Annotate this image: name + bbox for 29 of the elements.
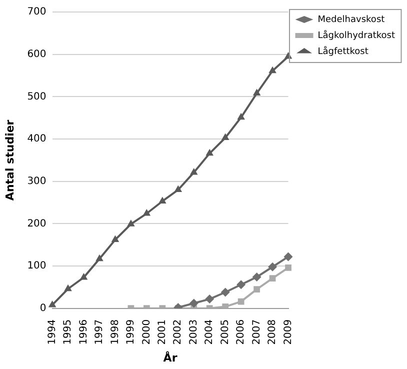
y-tick-label: 500 xyxy=(27,91,46,102)
y-tick-label: 200 xyxy=(27,218,46,230)
x-tick-label: 1999 xyxy=(126,319,137,345)
legend-label: Medelhavskost xyxy=(318,14,386,25)
x-tick-label: 2007 xyxy=(251,319,262,345)
x-tick-label: 2002 xyxy=(172,319,184,345)
x-tick-label: 2009 xyxy=(282,319,294,345)
y-tick-label: 700 xyxy=(27,6,46,18)
y-axis-title: Antal studier xyxy=(3,119,16,201)
x-tick-label: 2008 xyxy=(267,319,278,345)
y-tick-label: 100 xyxy=(27,260,46,272)
x-tick-label: 1997 xyxy=(94,319,106,345)
x-tick-label: 2004 xyxy=(204,319,216,345)
x-tick-label: 2001 xyxy=(157,319,168,345)
x-tick-label: 1998 xyxy=(110,319,121,345)
x-tick-label: 1996 xyxy=(78,319,90,345)
x-tick-label: 2006 xyxy=(236,319,247,345)
legend-label: Lågkolhydratkost xyxy=(318,30,396,41)
x-tick-label: 1995 xyxy=(62,319,74,345)
x-axis-title: År xyxy=(163,350,178,364)
x-tick-label: 2005 xyxy=(220,319,231,345)
legend-label: Lågfettkost xyxy=(318,46,369,57)
x-tick-label: 1994 xyxy=(46,319,58,345)
y-tick-label: 300 xyxy=(27,176,46,187)
x-tick-label: 2003 xyxy=(188,319,200,345)
y-tick-label: 600 xyxy=(27,48,46,60)
x-tick-label: 2000 xyxy=(141,319,152,345)
y-tick-label: 400 xyxy=(27,134,46,145)
y-tick-label: 0 xyxy=(40,302,46,314)
